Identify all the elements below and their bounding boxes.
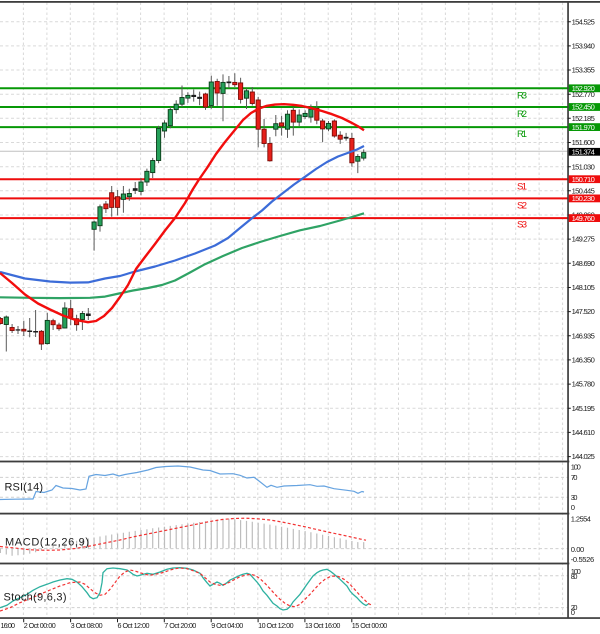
svg-text:R1: R1 bbox=[517, 129, 527, 140]
svg-text:144.025: 144.025 bbox=[572, 452, 595, 461]
svg-text:152.185: 152.185 bbox=[572, 114, 595, 123]
svg-text:30: 30 bbox=[571, 493, 578, 502]
svg-text:9 Oct 04:00: 9 Oct 04:00 bbox=[211, 621, 243, 630]
svg-text:151.970: 151.970 bbox=[572, 123, 595, 132]
svg-text:146.935: 146.935 bbox=[572, 331, 595, 340]
svg-text:147.520: 147.520 bbox=[572, 307, 595, 316]
svg-text:70: 70 bbox=[571, 473, 578, 482]
svg-text:151.600: 151.600 bbox=[572, 138, 595, 147]
svg-text:S3: S3 bbox=[517, 219, 527, 230]
svg-text:145.195: 145.195 bbox=[572, 404, 595, 413]
svg-text:MACD(12,26,9): MACD(12,26,9) bbox=[5, 537, 89, 549]
svg-text:-0.5526: -0.5526 bbox=[571, 555, 594, 564]
svg-text:153.940: 153.940 bbox=[572, 42, 595, 51]
svg-text:7 Oct 20:00: 7 Oct 20:00 bbox=[164, 621, 196, 630]
svg-text:80: 80 bbox=[571, 572, 578, 581]
svg-text:S2: S2 bbox=[517, 200, 527, 211]
svg-text:152.450: 152.450 bbox=[572, 103, 595, 112]
svg-text:148.105: 148.105 bbox=[572, 283, 595, 292]
svg-text:100: 100 bbox=[571, 463, 581, 472]
svg-text:145.780: 145.780 bbox=[572, 380, 595, 389]
svg-text:13 Oct 16:00: 13 Oct 16:00 bbox=[305, 621, 341, 630]
svg-text:151.374: 151.374 bbox=[572, 148, 595, 157]
svg-text:RSI(14): RSI(14) bbox=[5, 482, 44, 494]
svg-text:0.00: 0.00 bbox=[571, 545, 584, 554]
svg-text:2 Oct 00:00: 2 Oct 00:00 bbox=[24, 621, 56, 630]
svg-text:S1: S1 bbox=[517, 181, 527, 192]
svg-text:146.350: 146.350 bbox=[572, 356, 595, 365]
svg-text:16:00: 16:00 bbox=[1, 621, 16, 630]
svg-text:144.610: 144.610 bbox=[572, 428, 595, 437]
svg-text:3 Oct 08:00: 3 Oct 08:00 bbox=[71, 621, 103, 630]
svg-text:149.760: 149.760 bbox=[572, 214, 595, 223]
svg-text:149.275: 149.275 bbox=[572, 235, 595, 244]
svg-text:154.525: 154.525 bbox=[572, 17, 595, 26]
svg-text:153.355: 153.355 bbox=[572, 66, 595, 75]
svg-text:150.445: 150.445 bbox=[572, 186, 595, 195]
svg-text:R2: R2 bbox=[517, 109, 527, 120]
svg-text:10 Oct 12:00: 10 Oct 12:00 bbox=[258, 621, 294, 630]
svg-text:1.2554: 1.2554 bbox=[571, 514, 591, 523]
svg-text:Stoch(9,6,3): Stoch(9,6,3) bbox=[4, 592, 67, 604]
svg-text:148.690: 148.690 bbox=[572, 259, 595, 268]
svg-text:20: 20 bbox=[571, 603, 578, 612]
svg-text:151.030: 151.030 bbox=[572, 162, 595, 171]
svg-text:152.920: 152.920 bbox=[572, 84, 595, 93]
svg-text:0: 0 bbox=[571, 608, 575, 617]
svg-text:R3: R3 bbox=[517, 91, 527, 102]
svg-text:15 Oct 00:00: 15 Oct 00:00 bbox=[352, 621, 388, 630]
svg-text:0: 0 bbox=[571, 503, 575, 512]
svg-text:100: 100 bbox=[571, 567, 581, 576]
svg-text:152.770: 152.770 bbox=[572, 90, 595, 99]
svg-text:6 Oct 12:00: 6 Oct 12:00 bbox=[118, 621, 150, 630]
svg-text:150.230: 150.230 bbox=[572, 194, 595, 203]
svg-text:150.710: 150.710 bbox=[572, 175, 595, 184]
